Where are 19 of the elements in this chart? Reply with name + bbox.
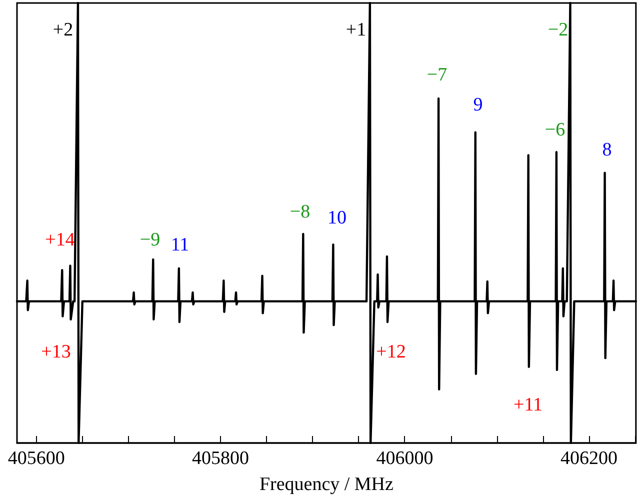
annotation: +1 bbox=[346, 20, 366, 40]
x-tick-label: 406000 bbox=[376, 448, 434, 469]
annotation: 8 bbox=[602, 140, 612, 160]
annotation: 11 bbox=[170, 234, 190, 256]
annotation: 9 bbox=[473, 94, 483, 116]
annotation: −6 bbox=[544, 120, 566, 140]
annotation: +11 bbox=[513, 394, 543, 416]
annotation: 10 bbox=[328, 208, 346, 228]
x-axis-title: Frequency / MHz bbox=[259, 474, 394, 495]
annotation: +2 bbox=[52, 20, 74, 40]
x-tick-label: 406200 bbox=[560, 448, 618, 469]
x-tick-label: 405600 bbox=[8, 448, 65, 469]
x-tick-label: 405800 bbox=[192, 448, 250, 469]
annotation: −7 bbox=[426, 64, 448, 86]
annotation: −9 bbox=[140, 230, 160, 250]
annotation: −8 bbox=[290, 202, 310, 222]
annotation: +13 bbox=[41, 342, 71, 362]
annotation: −2 bbox=[548, 20, 568, 40]
annotation: +12 bbox=[376, 342, 406, 362]
